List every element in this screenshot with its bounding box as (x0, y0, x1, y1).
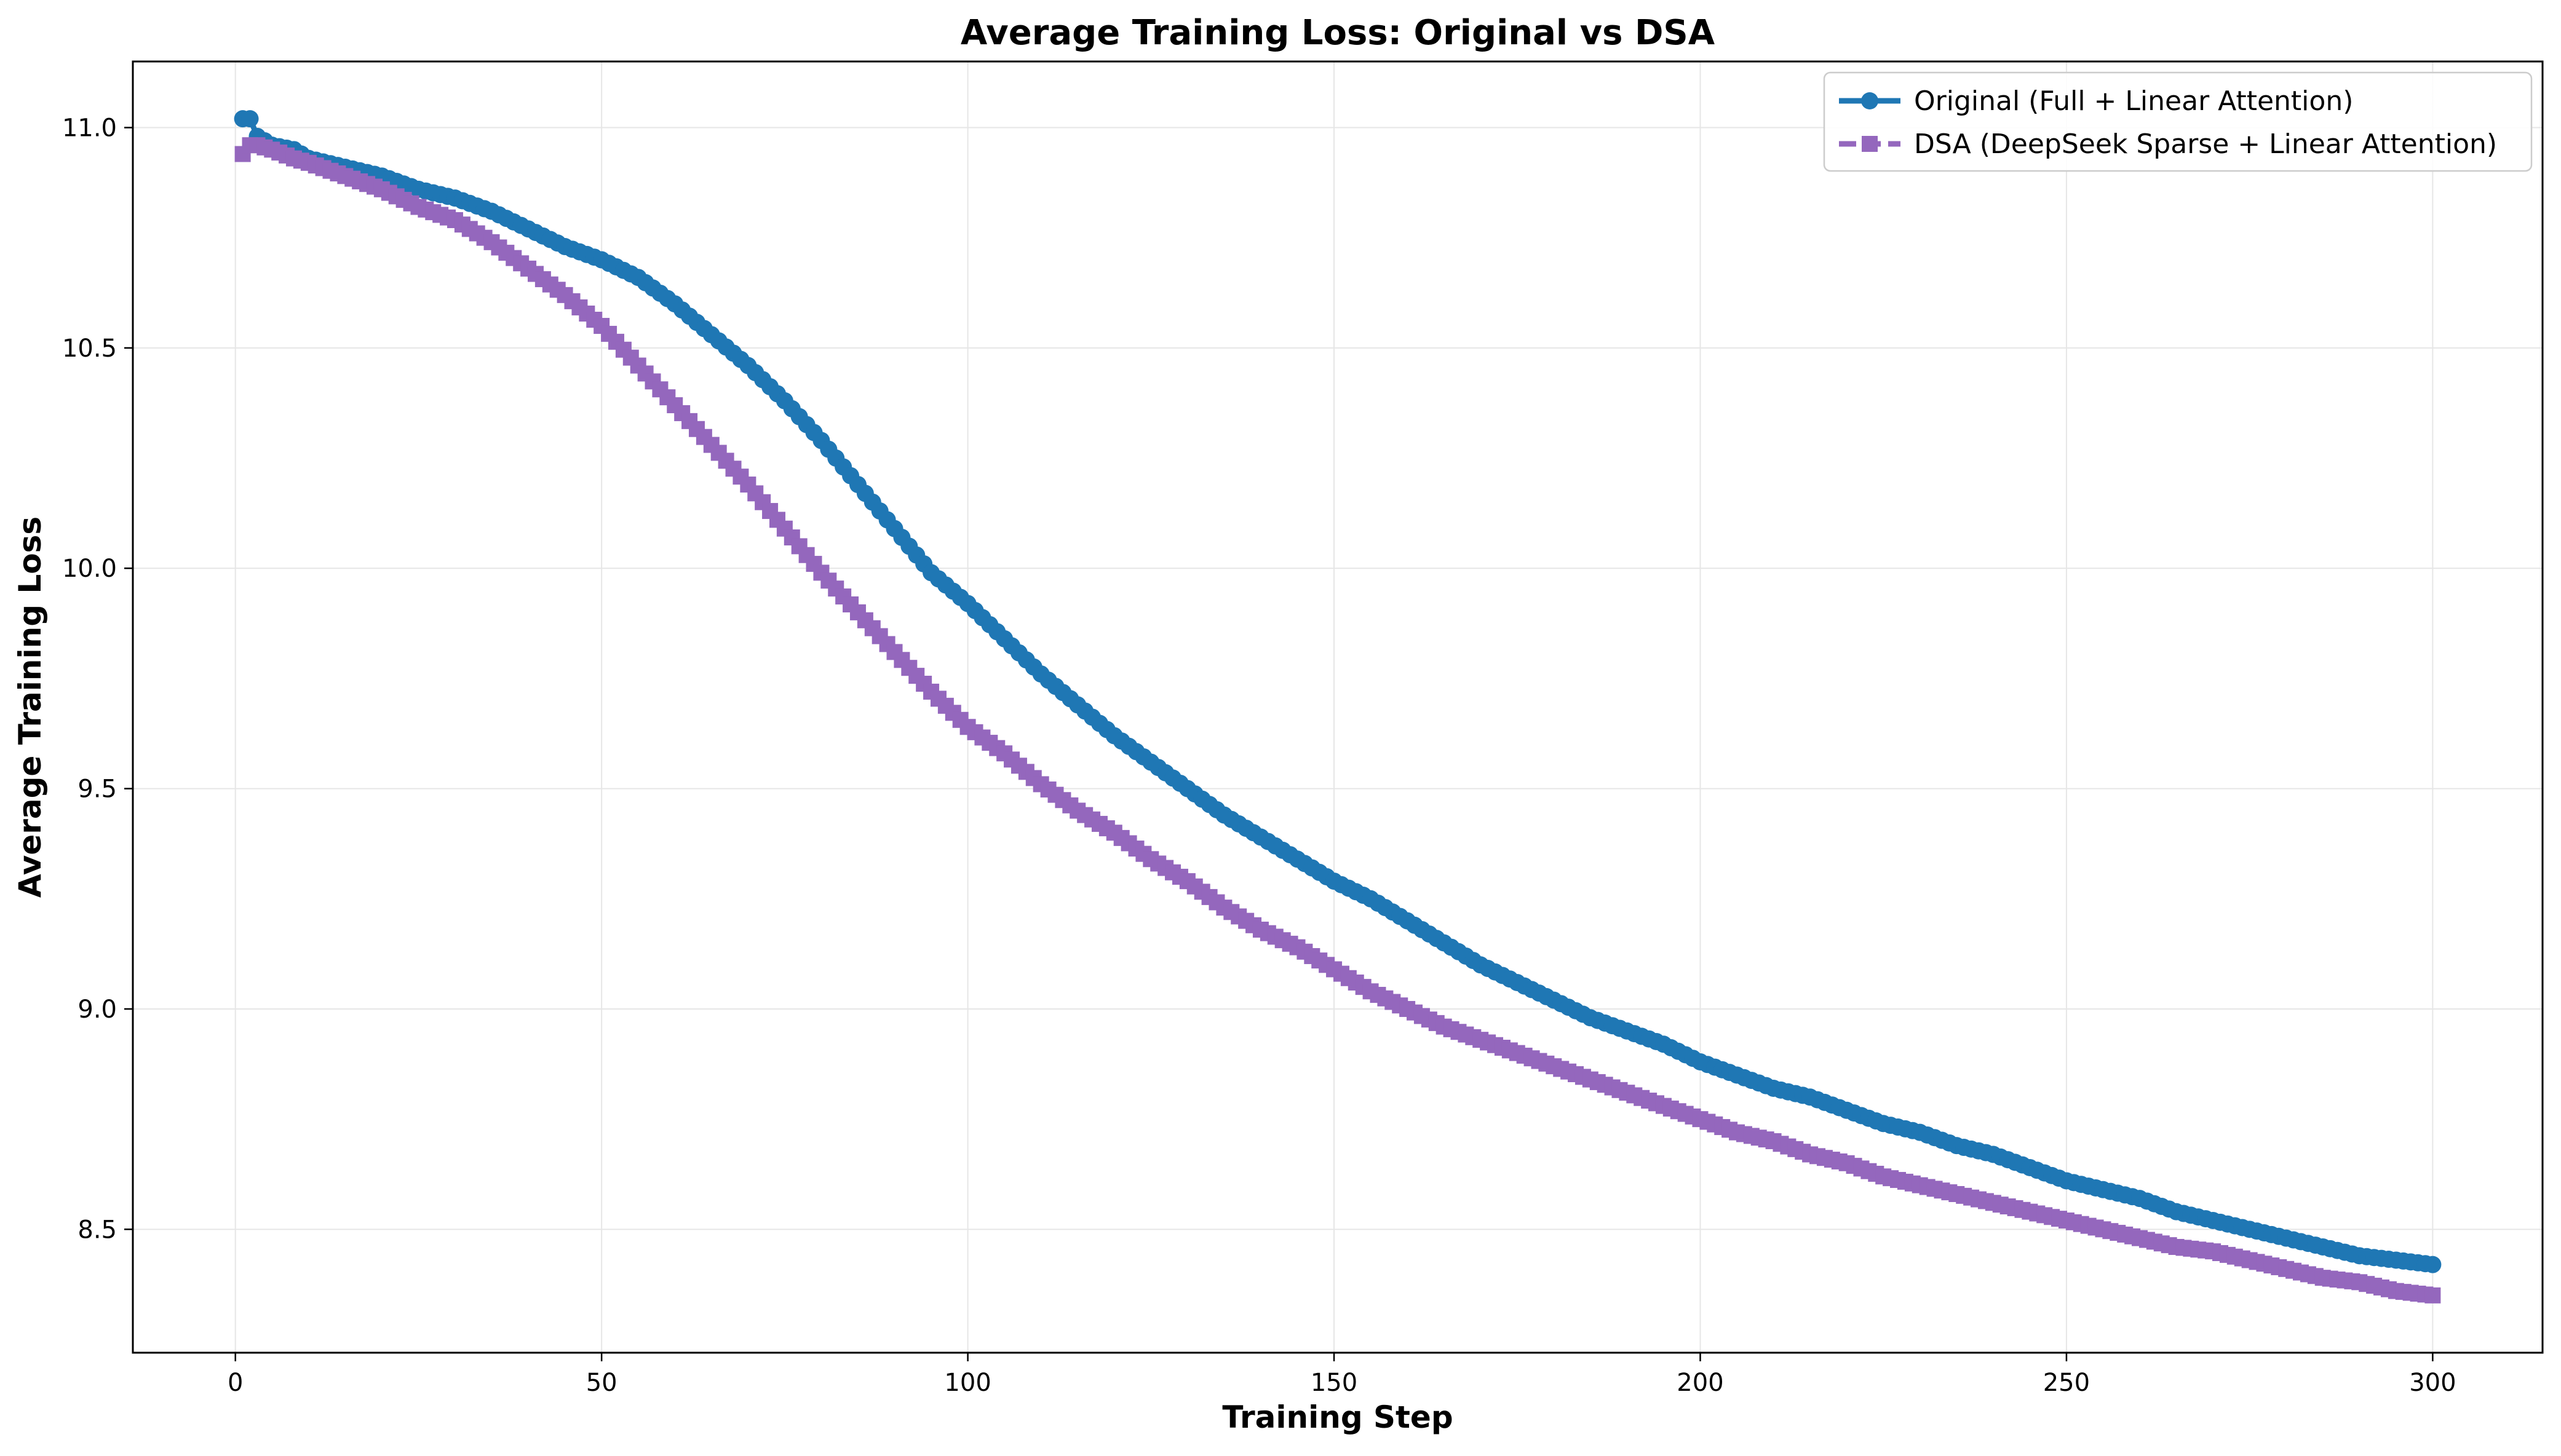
x-tick-label: 100 (944, 1369, 991, 1397)
data-point (2424, 1287, 2441, 1304)
legend-marker (1861, 92, 1878, 109)
y-tick-label: 9.0 (77, 995, 117, 1024)
data-point (2424, 1256, 2442, 1273)
legend: Original (Full + Linear Attention) DSA (D… (1823, 71, 2533, 172)
legend-marker (1862, 136, 1878, 152)
x-tick-label: 200 (1677, 1369, 1723, 1397)
y-tick-label: 10.0 (62, 555, 117, 583)
x-tick-label: 0 (228, 1369, 243, 1397)
y-tick-label: 10.5 (62, 334, 117, 363)
y-axis-label: Average Training Loss (12, 516, 48, 898)
y-tick-label: 11.0 (62, 114, 117, 143)
x-axis-label: Training Step (1222, 1399, 1453, 1435)
series-layer (234, 110, 2442, 1304)
legend-box (1823, 71, 2533, 172)
data-point (241, 110, 259, 128)
x-tick-label: 300 (2409, 1369, 2456, 1397)
legend-label: Original (Full + Linear Attention) (1914, 85, 2353, 117)
legend-label: DSA (DeepSeek Sparse + Linear Attention) (1914, 129, 2497, 160)
y-tick-label: 8.5 (77, 1216, 117, 1244)
chart-title: Average Training Loss: Original vs DSA (961, 13, 1715, 53)
plot-frame (132, 60, 2544, 1354)
x-tick-label: 250 (2043, 1369, 2090, 1397)
y-tick-label: 9.5 (77, 775, 117, 804)
x-tick-label: 50 (586, 1369, 617, 1397)
series-dsa (234, 137, 2441, 1304)
ticks: 0 50 100 150 200 250 300 8.5 9.0 9.5 10.0 10.5 11.0 (62, 114, 2456, 1397)
x-tick-label: 150 (1311, 1369, 1357, 1397)
